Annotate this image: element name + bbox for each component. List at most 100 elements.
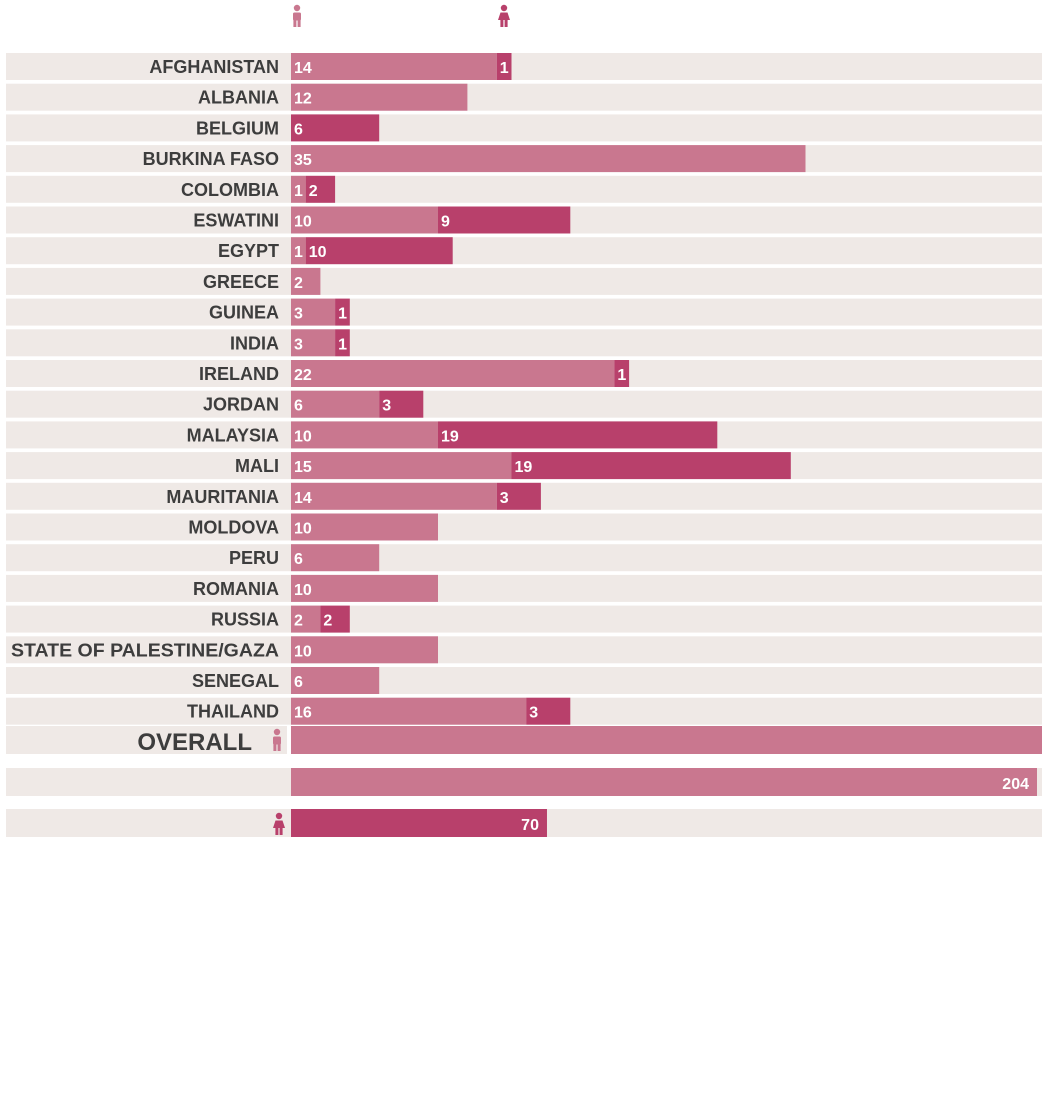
female-value-label: 2 — [323, 613, 332, 630]
male-value-label: 12 — [294, 91, 312, 108]
category-label: COLOMBIA — [181, 180, 279, 200]
overall-title: OVERALL — [137, 729, 252, 756]
female-value-label: 3 — [500, 490, 509, 507]
male-bar — [291, 574, 438, 602]
female-bar — [335, 329, 350, 357]
female-bar — [335, 298, 350, 326]
male-value-label: 6 — [294, 398, 303, 415]
male-value-label: 10 — [294, 643, 312, 660]
male-value-label: 14 — [294, 490, 312, 507]
category-label: IRELAND — [199, 364, 279, 384]
female-bar — [305, 175, 336, 203]
category-label: ESWATINI — [193, 211, 279, 231]
male-figure-icon — [293, 4, 301, 27]
male-bar — [291, 360, 615, 387]
female-bar — [379, 390, 424, 418]
female-bar — [496, 482, 541, 510]
male-value-label: 1 — [294, 244, 303, 261]
category-label: RUSSIA — [211, 610, 279, 630]
category-label: THAILAND — [187, 702, 279, 722]
male-value-label: 2 — [294, 613, 303, 630]
overall-male-icon — [273, 728, 281, 751]
bar-track — [6, 513, 1042, 541]
female-bar — [511, 452, 791, 480]
female-value-label: 2 — [309, 183, 318, 200]
male-value-label: 22 — [294, 367, 312, 384]
overall-header-bar — [291, 726, 1042, 754]
female-value-label: 3 — [529, 705, 538, 722]
male-bar — [291, 83, 468, 111]
female-bar — [320, 605, 350, 633]
category-label: MALI — [235, 456, 279, 476]
male-value-label: 6 — [294, 121, 303, 138]
male-value-label: 10 — [294, 214, 312, 231]
bar-track — [6, 298, 1042, 326]
overall-male-value: 204 — [1002, 776, 1029, 793]
female-value-label: 19 — [515, 459, 533, 476]
male-bar — [291, 421, 438, 449]
male-value-label: 1 — [294, 183, 303, 200]
female-bar — [438, 206, 571, 234]
female-bar — [305, 237, 453, 265]
overall-female-bar — [291, 809, 547, 837]
category-label: STATE OF PALESTINE/GAZA — [11, 640, 279, 660]
female-bar — [614, 360, 630, 387]
category-label: PERU — [229, 548, 279, 568]
category-label: MALAYSIA — [187, 425, 279, 445]
category-label: ROMANIA — [193, 579, 279, 599]
female-bar — [496, 53, 512, 80]
male-bar — [291, 329, 336, 357]
male-value-label: 10 — [294, 428, 312, 445]
bar-track — [6, 636, 1042, 664]
male-bar — [291, 298, 336, 326]
male-value-label: 10 — [294, 521, 312, 538]
bar-track — [6, 390, 1042, 418]
male-value-label: 14 — [294, 60, 312, 77]
male-value-label: 10 — [294, 582, 312, 599]
bar-track — [6, 237, 1042, 265]
male-bar — [291, 697, 527, 725]
overall-title-track — [6, 726, 287, 754]
male-value-label: 6 — [294, 551, 303, 568]
bar-track — [6, 329, 1042, 357]
male-value-label: 35 — [294, 152, 312, 169]
male-bar — [291, 390, 380, 418]
female-value-label: 3 — [382, 398, 391, 415]
bar-track — [6, 267, 1042, 295]
male-bar — [291, 544, 380, 572]
female-value-label: 10 — [309, 244, 327, 261]
overall-male-bar — [291, 768, 1037, 796]
female-value-label: 19 — [441, 428, 459, 445]
category-label: MAURITANIA — [166, 487, 279, 507]
category-label: GUINEA — [209, 303, 279, 323]
male-value-label: 3 — [294, 336, 303, 353]
overall-female-icon — [273, 812, 285, 835]
bar-track — [6, 83, 1042, 111]
category-label: JORDAN — [203, 395, 279, 415]
female-value-label: 1 — [617, 367, 626, 384]
male-bar — [291, 145, 806, 173]
female-value-label: 1 — [500, 60, 509, 77]
male-bar — [291, 237, 306, 265]
male-value-label: 2 — [294, 275, 303, 292]
category-label: SENEGAL — [192, 671, 279, 691]
male-bar — [291, 513, 438, 541]
category-label: AFGHANISTAN — [149, 57, 279, 77]
male-value-label: 3 — [294, 306, 303, 323]
male-bar — [291, 114, 380, 142]
male-bar — [291, 605, 321, 633]
female-value-label: 1 — [338, 336, 347, 353]
male-bar — [291, 206, 438, 234]
male-bar — [291, 452, 512, 480]
male-bar — [291, 667, 380, 694]
female-bar — [438, 421, 718, 449]
female-value-label: 1 — [338, 306, 347, 323]
category-label: ALBANIA — [198, 88, 279, 108]
bar-track — [6, 114, 1042, 142]
male-value-label: 6 — [294, 674, 303, 691]
bar-track — [6, 175, 1042, 203]
male-bar — [291, 636, 438, 664]
male-bar — [291, 175, 306, 203]
male-value-label: 15 — [294, 459, 312, 476]
